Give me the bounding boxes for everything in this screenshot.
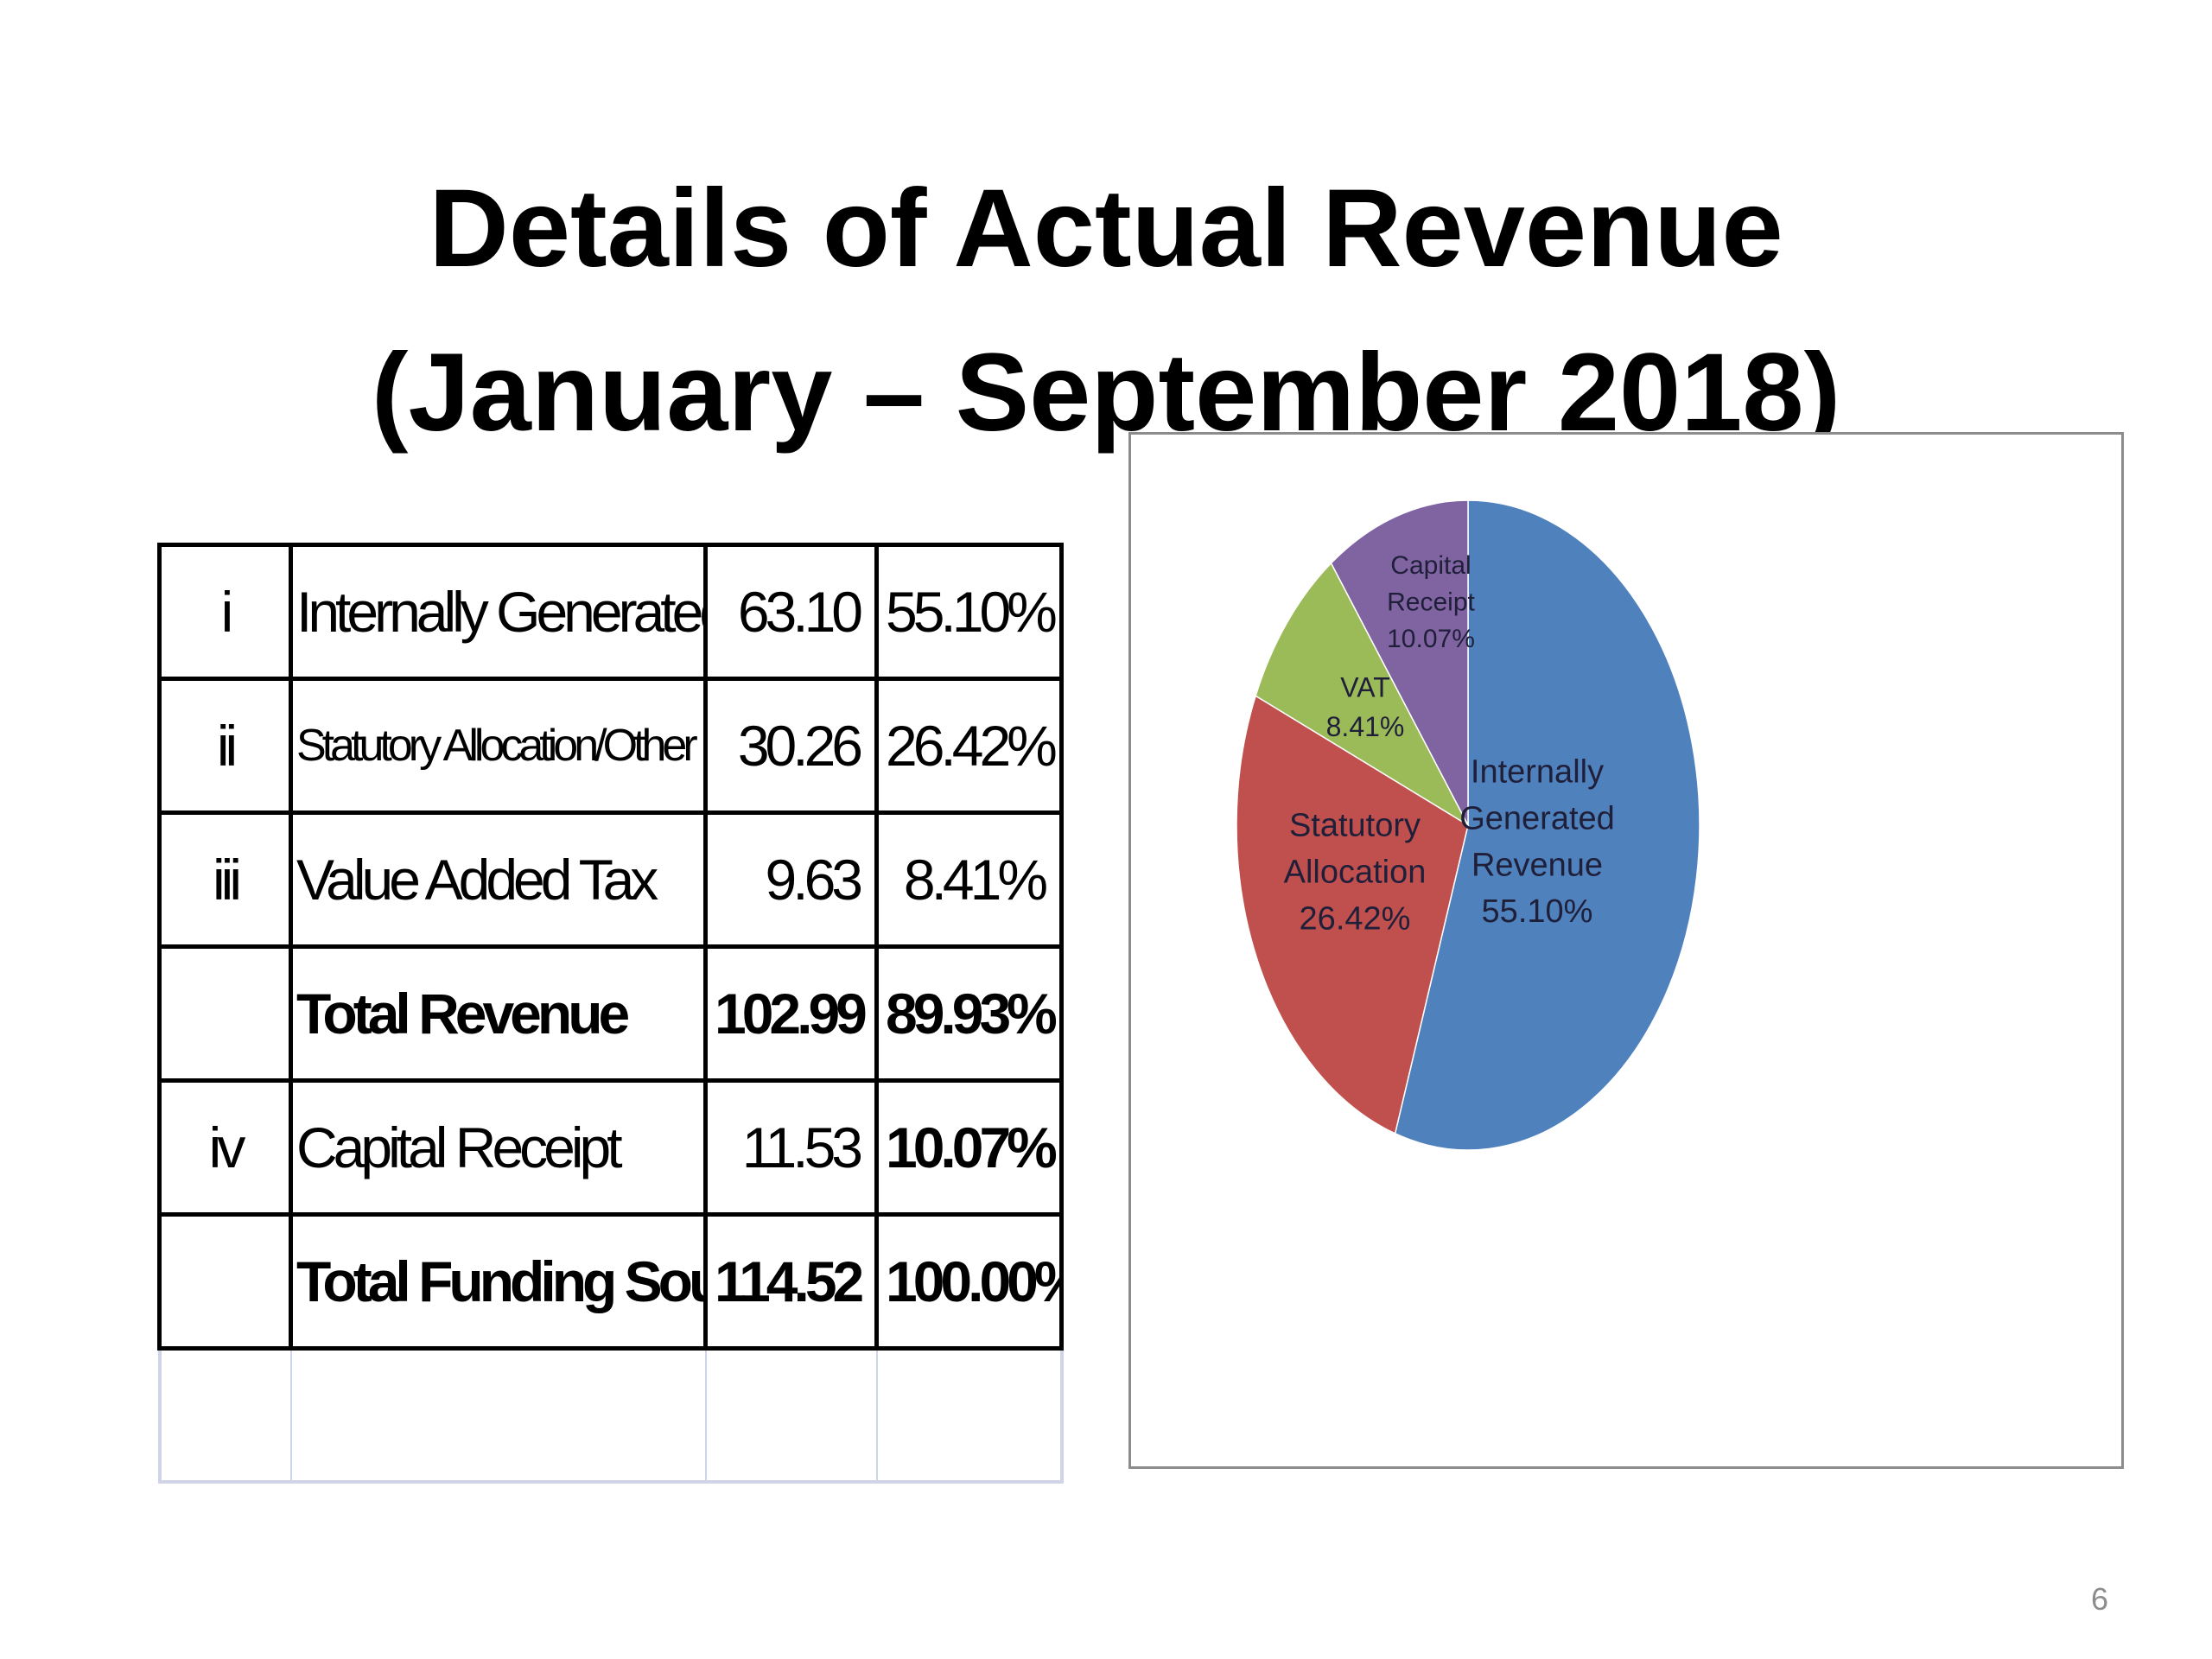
row-label: Capital Receipt [289, 1078, 708, 1217]
row-number: iv [157, 1078, 293, 1217]
row-percent: 55.10% [874, 543, 1064, 681]
empty-cell [875, 1346, 1064, 1484]
row-amount: 102.99 [703, 944, 879, 1083]
row-label: Total Revenue [289, 944, 708, 1083]
row-number: ii [157, 677, 293, 815]
pie-label-statutory: Statutory Allocation 26.42% [1284, 807, 1427, 937]
row-amount: 9.63 [703, 810, 879, 949]
pie-label-vat: VAT 8.41% [1326, 671, 1405, 741]
pie-chart: Internally Generated Revenue 55.10%Statutor… [1236, 499, 1700, 1151]
row-number: iii [157, 810, 293, 949]
pie-slice-vat [1255, 562, 1470, 828]
row-amount: 63.10 [703, 543, 879, 681]
row-amount: 114.52 [703, 1212, 879, 1351]
row-label: Value Added Tax [289, 810, 708, 949]
row-label: Total Funding Sources [289, 1212, 708, 1351]
row-number [157, 1212, 293, 1351]
pie-slice-statutory [1236, 695, 1469, 1135]
row-number [157, 944, 293, 1083]
row-label: Statutory Allocation/Other Income [289, 677, 708, 815]
title-line-1: Details of Actual Revenue [429, 167, 1783, 290]
table-row: ii Statutory Allocation/Other Income 30.… [157, 677, 1064, 815]
row-percent: 26.42% [874, 677, 1064, 815]
table-row-total: Total Revenue 102.99 89.93% [157, 944, 1064, 1083]
table-row: iii Value Added Tax 9.63 8.41% [157, 810, 1064, 949]
empty-cell [289, 1346, 707, 1484]
row-label: Internally Generated Revenue [289, 543, 708, 681]
row-percent: 10.07% [874, 1078, 1064, 1217]
empty-cell [704, 1346, 878, 1484]
table-row: i Internally Generated Revenue 63.10 55.… [157, 543, 1064, 681]
slide-title: Details of Actual Revenue (January – Sep… [0, 147, 2212, 475]
row-amount: 11.53 [703, 1078, 879, 1217]
pie-label-internally: Internally Generated Revenue 55.10% [1459, 753, 1615, 930]
pie-chart-frame: Internally Generated Revenue 55.10% Statutor… [1128, 432, 2124, 1469]
row-number: i [157, 543, 293, 681]
pie-label-capital: Capital Receipt 10.07% [1387, 551, 1475, 653]
row-percent: 100.00% [874, 1212, 1064, 1351]
table-row-grand-total: Total Funding Sources 114.52 100.00% [157, 1212, 1064, 1351]
revenue-table: i Internally Generated Revenue 63.10 55.… [157, 543, 1064, 1484]
pie-slice-internally [1394, 499, 1700, 1151]
page-number: 6 [2090, 1581, 2109, 1617]
pie-slice-capital [1330, 499, 1469, 826]
table-row: iv Capital Receipt 11.53 10.07% [157, 1078, 1064, 1217]
row-percent: 89.93% [874, 944, 1064, 1083]
row-percent: 8.41% [874, 810, 1064, 949]
row-amount: 30.26 [703, 677, 879, 815]
empty-cell [157, 1346, 292, 1484]
table-row-empty [157, 1346, 1064, 1484]
